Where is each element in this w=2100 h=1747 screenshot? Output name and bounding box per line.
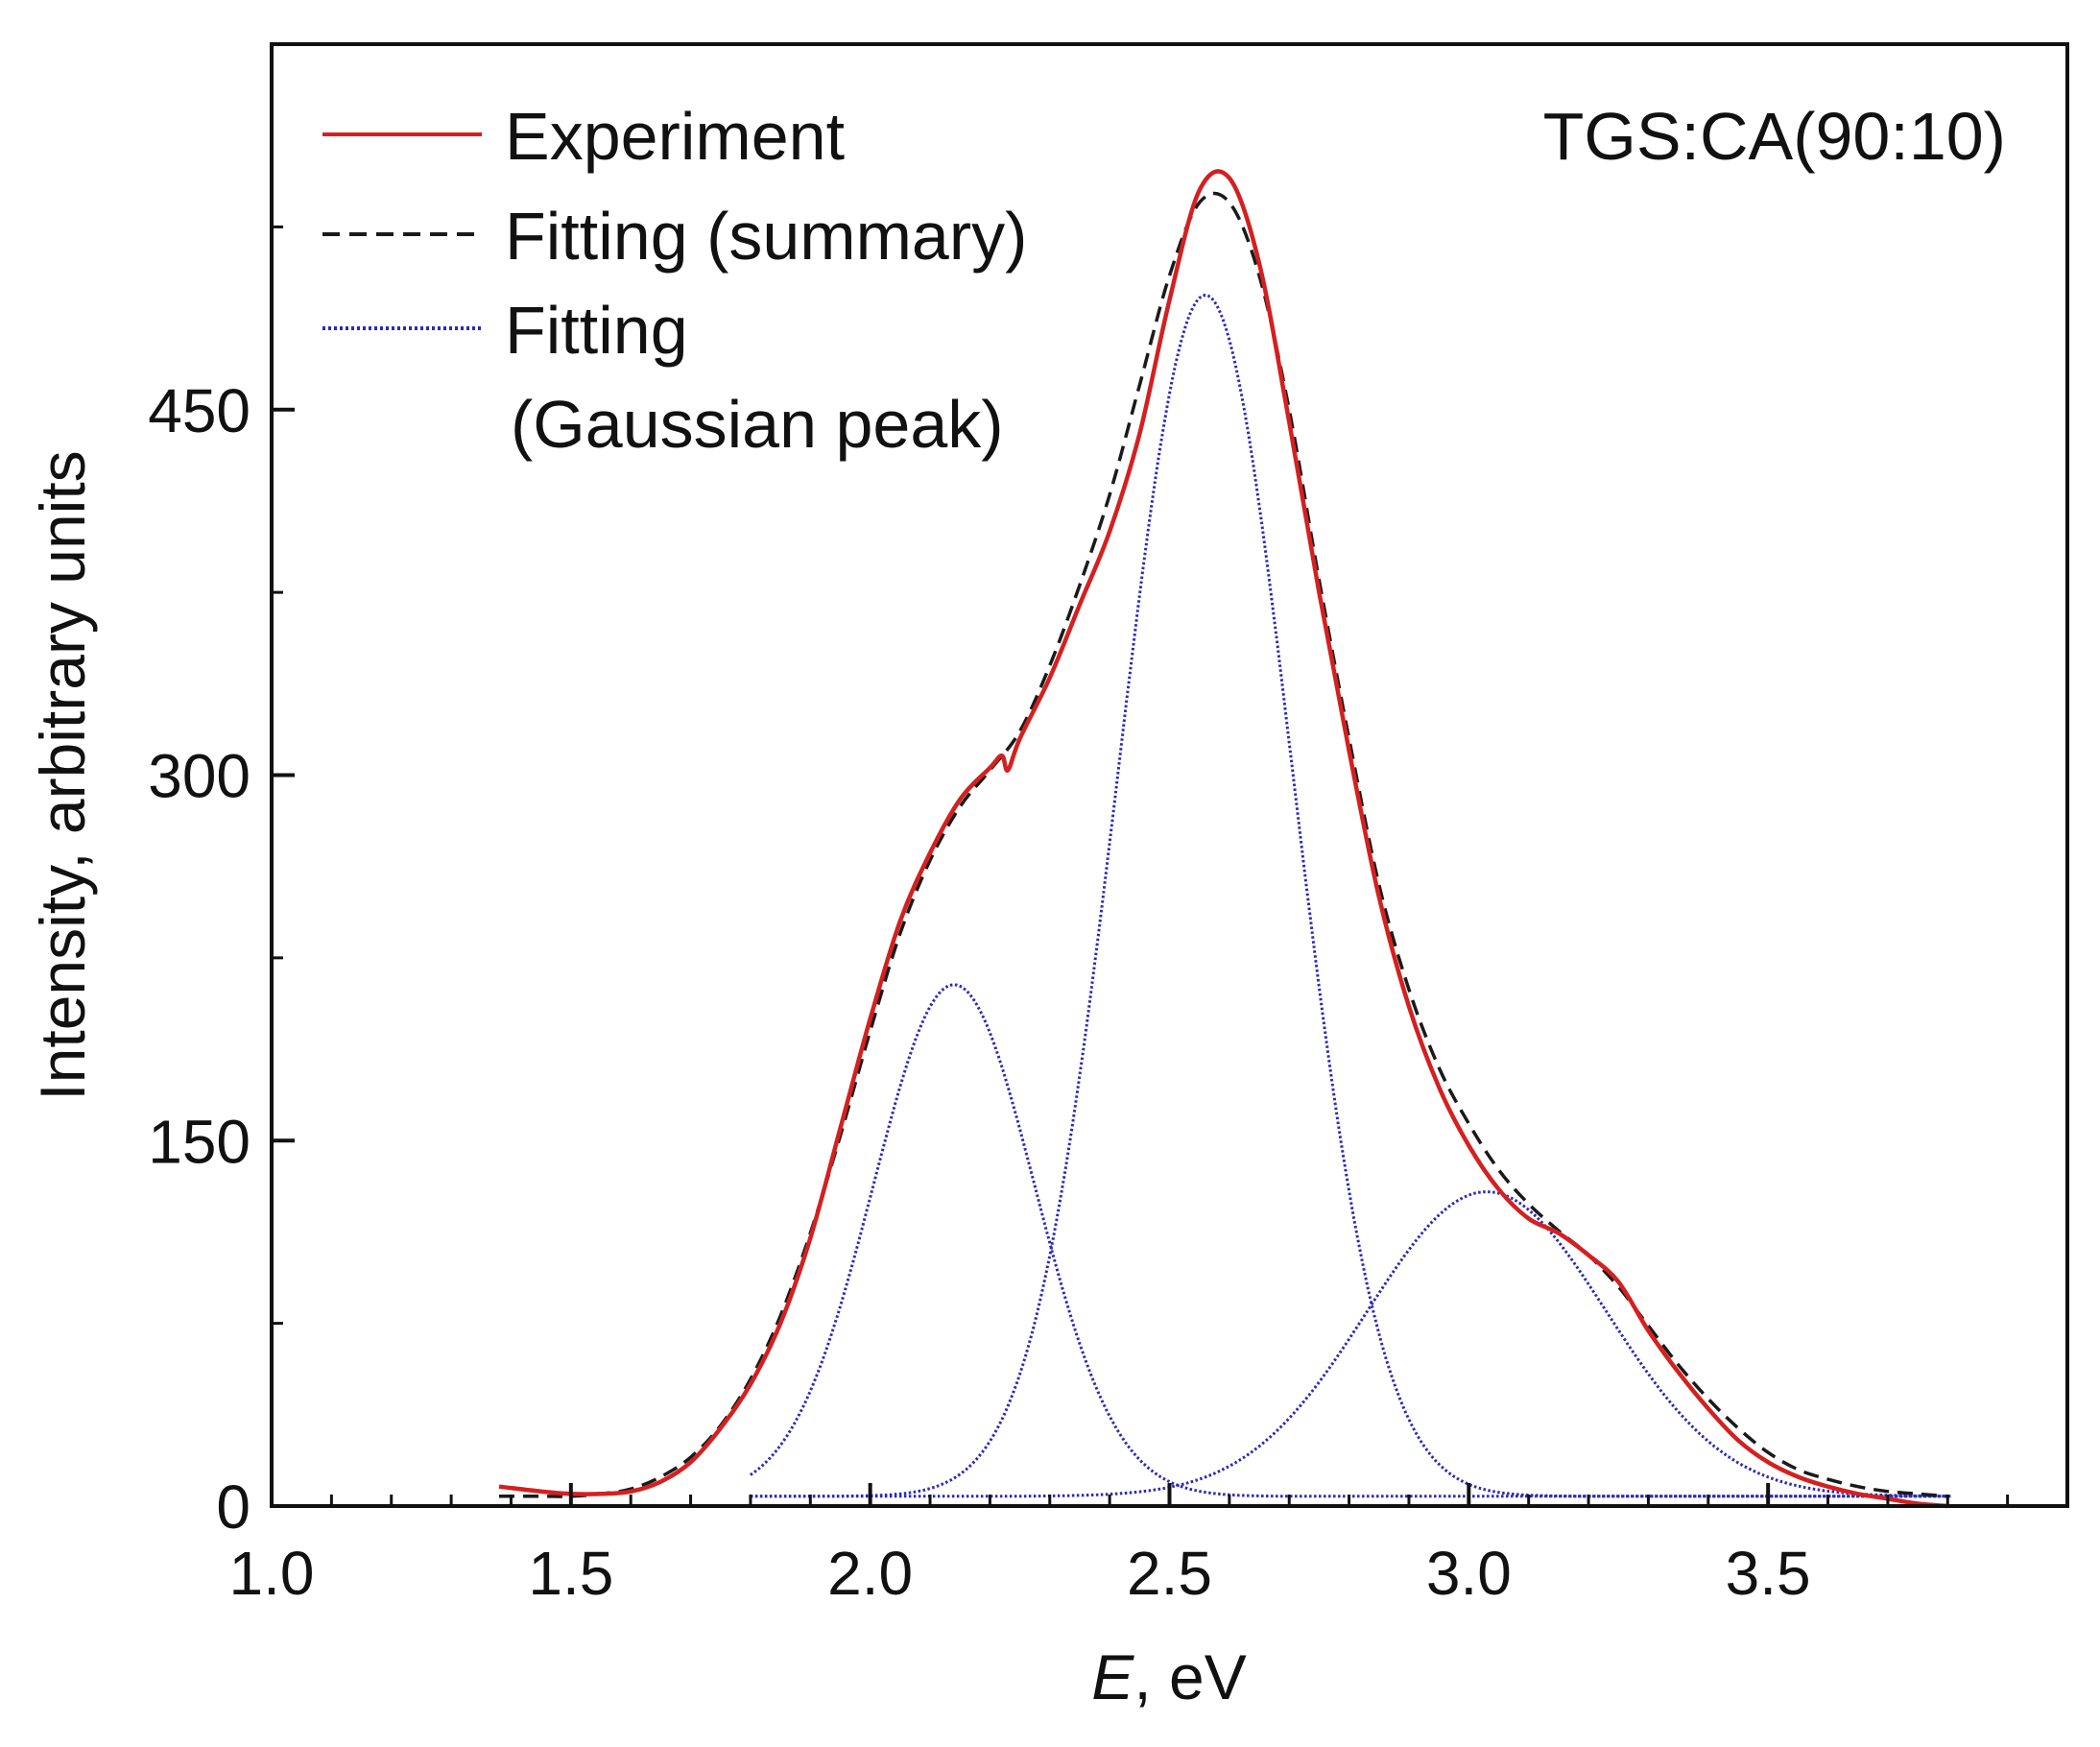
y-tick-label: 0 [216, 1472, 251, 1542]
legend-label-summary: Fitting (summary) [505, 199, 1027, 274]
y-tick-label: 150 [148, 1107, 251, 1176]
gaussian-peak-curve [750, 983, 1951, 1498]
x-tick-label: 1.0 [229, 1539, 315, 1608]
gaussian-peaks-group [750, 293, 1951, 1498]
gaussian-peak-curve [750, 293, 1951, 1498]
legend: Experiment Fitting (summary) Fitting (Ga… [322, 99, 1027, 462]
y-axis-ticks: 0 150 300 450 [148, 225, 295, 1542]
experiment-line [498, 169, 1948, 1509]
x-tick-label: 3.5 [1726, 1539, 1811, 1608]
x-tick-label: 3.0 [1426, 1539, 1512, 1608]
y-tick-label: 300 [148, 742, 251, 811]
y-tick-label: 450 [148, 376, 251, 445]
legend-label-gaussian-line2: (Gaussian peak) [511, 387, 1004, 462]
summary-fit-group [499, 191, 1948, 1498]
sample-annotation: TGS:CA(90:10) [1543, 99, 2006, 174]
x-axis-title: E, eV [1091, 1641, 1246, 1712]
x-axis-title-unit: , eV [1134, 1641, 1246, 1712]
x-tick-label: 2.5 [1127, 1539, 1212, 1608]
gaussian-peak-curve [750, 1190, 1951, 1498]
legend-label-experiment: Experiment [505, 99, 845, 174]
y-axis-title: Intensity, arbitrary units [27, 450, 98, 1100]
x-tick-label: 2.0 [827, 1539, 913, 1608]
legend-label-gaussian-line1: Fitting [505, 293, 688, 368]
x-tick-label: 1.5 [528, 1539, 613, 1608]
x-axis-title-italic: E [1091, 1641, 1134, 1712]
summary-fit-line [499, 191, 1948, 1498]
x-axis-ticks: 1.0 1.5 2.0 2.5 3.0 3.5 [229, 1483, 2010, 1608]
experiment-group [498, 169, 1948, 1509]
